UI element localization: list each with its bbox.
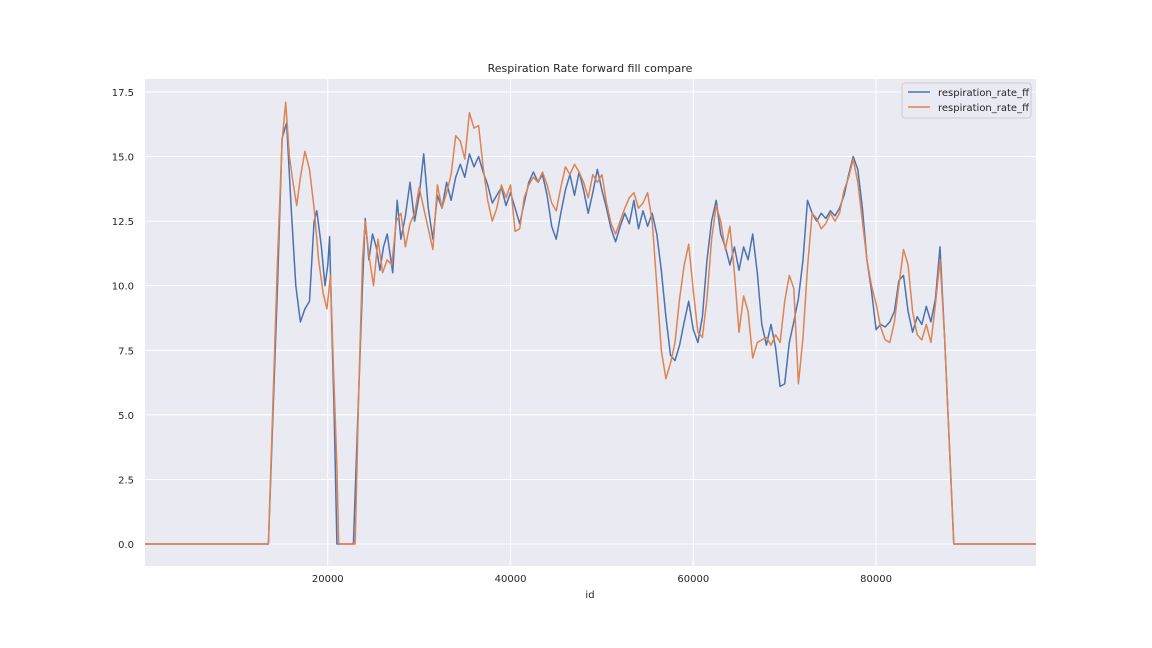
legend-entry: respiration_rate_ff bbox=[938, 103, 1030, 114]
grid bbox=[145, 79, 1036, 566]
y-axis: 0.0 2.5 5.0 7.5 10.0 12.5 15.0 17.5 bbox=[112, 88, 134, 551]
x-tick-label: 40000 bbox=[495, 574, 527, 585]
legend-entry: respiration_rate_ff bbox=[938, 88, 1030, 99]
y-tick-label: 7.5 bbox=[118, 346, 134, 357]
chart-title: Respiration Rate forward fill compare bbox=[488, 62, 693, 75]
x-axis: 20000 40000 60000 80000 bbox=[312, 574, 892, 585]
series-group bbox=[145, 101, 1036, 545]
y-tick-label: 2.5 bbox=[118, 475, 134, 486]
x-tick-label: 20000 bbox=[312, 574, 344, 585]
y-tick-label: 12.5 bbox=[112, 217, 134, 228]
series-line-2 bbox=[145, 101, 1036, 545]
y-tick-label: 10.0 bbox=[112, 282, 134, 293]
x-tick-label: 60000 bbox=[677, 574, 709, 585]
y-tick-label: 5.0 bbox=[118, 411, 134, 422]
y-tick-label: 17.5 bbox=[112, 88, 134, 99]
y-tick-label: 0.0 bbox=[118, 540, 134, 551]
x-tick-label: 80000 bbox=[860, 574, 892, 585]
legend: respiration_rate_ff respiration_rate_ff bbox=[901, 82, 1032, 119]
x-axis-label: id bbox=[585, 590, 594, 601]
plot-area bbox=[145, 79, 1036, 566]
y-tick-label: 15.0 bbox=[112, 153, 134, 164]
legend-frame bbox=[901, 82, 1032, 119]
